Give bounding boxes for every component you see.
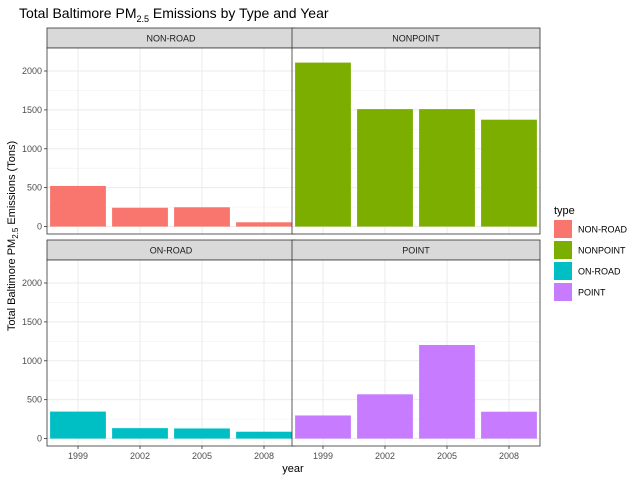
legend-key-point [554, 283, 572, 301]
x-tick-label: 2005 [192, 451, 212, 461]
legend-title: type [554, 205, 575, 217]
x-tick-label: 2002 [130, 451, 150, 461]
bar-nonpoint-2008 [481, 119, 537, 227]
y-tick-label: 2000 [22, 66, 42, 76]
y-axis-title: Total Baltimore PM2.5 Emissions (Tons) [6, 141, 20, 331]
bar-point-2002 [357, 394, 413, 439]
chart-title-main: Total Baltimore PM [19, 5, 136, 21]
legend-label-non-road: NON-ROAD [578, 225, 627, 235]
strip-label-on-road: ON-ROAD [150, 246, 193, 256]
bar-point-2005 [419, 344, 475, 439]
y-axis-title-suffix: Emissions (Tons) [6, 141, 18, 228]
chart-title-subscript: 2.5 [136, 14, 149, 24]
strip-label-non-road: NON-ROAD [147, 34, 196, 44]
y-axis-title-main: Total Baltimore PM [6, 239, 18, 331]
panel-point: POINT 1999 2002 2005 2008 [291, 239, 541, 461]
x-tick-label: 1999 [313, 451, 333, 461]
strip-label-point: POINT [402, 246, 430, 256]
legend-label-nonpoint: NONPOINT [578, 246, 626, 256]
bar-on-road-1999 [50, 411, 106, 439]
chart-title-suffix: Emissions by Type and Year [149, 5, 329, 21]
strip-label-nonpoint: NONPOINT [392, 34, 440, 44]
chart-title: Total Baltimore PM2.5 Emissions by Type … [19, 5, 329, 24]
legend-label-on-road: ON-ROAD [578, 267, 621, 277]
x-tick-label: 1999 [68, 451, 88, 461]
legend-key-non-road [554, 220, 572, 238]
y-tick-label: 1500 [22, 105, 42, 115]
x-tick-label: 2005 [437, 451, 457, 461]
y-tick-label: 2000 [22, 278, 42, 288]
x-tick-label: 2002 [375, 451, 395, 461]
panel-border [291, 47, 541, 235]
panel-non-road: NON-ROAD 0 500 1000 1500 2000 [22, 27, 296, 235]
x-tick-label: 2008 [254, 451, 274, 461]
bar-nonpoint-2005 [419, 109, 475, 227]
panel-nonpoint: NONPOINT [291, 27, 541, 235]
bar-non-road-1999 [50, 185, 106, 227]
legend: type NON-ROAD NONPOINT ON-ROAD POINT [554, 205, 627, 301]
y-tick-label: 1500 [22, 317, 42, 327]
y-tick-label: 1000 [22, 356, 42, 366]
y-tick-label: 500 [27, 395, 42, 405]
bar-on-road-2008 [236, 431, 292, 439]
x-tick-label: 2008 [499, 451, 519, 461]
y-tick-label: 1000 [22, 144, 42, 154]
legend-key-on-road [554, 262, 572, 280]
bar-on-road-2005 [174, 428, 230, 439]
y-tick-label: 0 [37, 222, 42, 232]
bar-point-1999 [295, 415, 351, 439]
panel-on-road: ON-ROAD 0 500 1000 1500 2000 1999 2002 2005 2008 [22, 239, 296, 461]
bar-nonpoint-2002 [357, 109, 413, 227]
x-axis-title: year [282, 463, 304, 475]
y-tick-label: 500 [27, 183, 42, 193]
legend-key-nonpoint [554, 241, 572, 259]
bar-point-2008 [481, 411, 537, 439]
y-axis-title-subscript: 2.5 [11, 227, 20, 239]
y-tick-label: 0 [37, 434, 42, 444]
bar-non-road-2008 [236, 222, 292, 227]
legend-label-point: POINT [578, 288, 606, 298]
bar-non-road-2002 [112, 207, 168, 227]
bar-nonpoint-1999 [295, 62, 351, 227]
panel-border [291, 259, 541, 447]
facet-panels: NON-ROAD 0 500 1000 1500 2000 NONPOINT ON-ROAD 0… [22, 27, 541, 461]
bar-non-road-2005 [174, 207, 230, 227]
bar-on-road-2002 [112, 428, 168, 439]
